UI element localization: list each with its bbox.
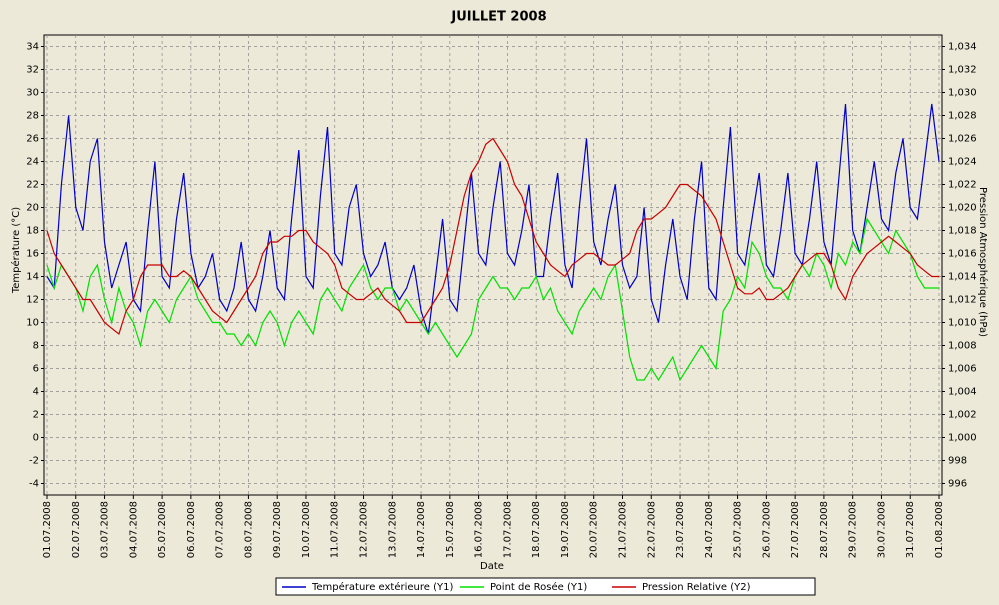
y-tick-label: 16	[26, 249, 39, 260]
x-tick-label: 20.07.2008	[589, 501, 600, 558]
y2-tick-label: 1,006	[948, 364, 977, 375]
x-tick-label: 23.07.2008	[675, 501, 686, 558]
series-line	[46, 217, 939, 382]
x-tick-label: 06.07.2008	[186, 501, 197, 558]
x-tick-label: 01.07.2008	[42, 501, 53, 558]
x-tick-label: 08.07.2008	[243, 501, 254, 558]
x-axis-label: Date	[480, 561, 504, 572]
y-tick-label: 14	[26, 272, 39, 283]
y2-tick-label: 998	[948, 456, 967, 467]
y2-tick-label: 1,014	[948, 272, 977, 283]
y-tick-label: 6	[33, 364, 39, 375]
x-tick-label: 29.07.2008	[848, 501, 859, 558]
y-tick-label: 2	[33, 410, 39, 421]
x-tick-label: 24.07.2008	[704, 501, 715, 558]
x-tick-label: 22.07.2008	[646, 501, 657, 558]
y-tick-label: 26	[26, 134, 39, 145]
y-tick-label: 30	[26, 88, 39, 99]
x-tick-label: 31.07.2008	[905, 501, 916, 558]
x-tick-label: 10.07.2008	[301, 501, 312, 558]
y2-tick-label: 1,034	[948, 42, 977, 53]
y-tick-label: 12	[26, 295, 39, 306]
y2-tick-label: 1,010	[948, 318, 977, 329]
y2-tick-label: 1,022	[948, 180, 977, 191]
y2-tick-label: 1,026	[948, 134, 977, 145]
y-tick-label: 32	[26, 65, 39, 76]
y2-tick-label: 1,030	[948, 88, 977, 99]
y-tick-label: 24	[26, 157, 39, 168]
x-tick-label: 11.07.2008	[330, 501, 341, 558]
x-tick-label: 18.07.2008	[531, 501, 542, 558]
y-tick-label: 4	[33, 387, 39, 398]
x-tick-label: 07.07.2008	[215, 501, 226, 558]
y-tick-label: 8	[33, 341, 39, 352]
y2-tick-label: 1,008	[948, 341, 977, 352]
series-line	[46, 103, 940, 335]
legend-label: Point de Rosée (Y1)	[490, 581, 587, 593]
x-tick-label: 09.07.2008	[272, 501, 283, 558]
y-tick-label: 20	[26, 203, 39, 214]
x-tick-label: 27.07.2008	[790, 501, 801, 558]
x-tick-label: 12.07.2008	[359, 501, 370, 558]
x-tick-label: 03.07.2008	[100, 501, 111, 558]
y-tick-label: 28	[26, 111, 39, 122]
y2-tick-label: 996	[948, 479, 967, 490]
x-tick-label: 15.07.2008	[445, 501, 456, 558]
y2-axis-label: Pression Atmosphérique (hPa)	[977, 187, 989, 337]
y2-tick-label: 1,020	[948, 203, 977, 214]
y2-tick-label: 1,024	[948, 157, 977, 168]
x-tick-label: 01.08.2008	[934, 501, 945, 558]
y-tick-label: 22	[26, 180, 39, 191]
chart-title: JUILLET 2008	[450, 10, 546, 25]
y-tick-label: 10	[26, 318, 39, 329]
x-tick-label: 04.07.2008	[128, 501, 139, 558]
x-tick-label: 17.07.2008	[502, 501, 513, 558]
y-tick-label: 0	[33, 433, 39, 444]
x-tick-label: 30.07.2008	[876, 501, 887, 558]
x-tick-label: 19.07.2008	[560, 501, 571, 558]
x-tick-label: 21.07.2008	[617, 501, 628, 558]
x-tick-label: 28.07.2008	[819, 501, 830, 558]
legend-label: Pression Relative (Y2)	[642, 582, 751, 593]
legend	[275, 577, 816, 596]
x-tick-label: 14.07.2008	[416, 501, 427, 558]
x-tick-label: 26.07.2008	[761, 501, 772, 558]
x-tick-label: 05.07.2008	[157, 501, 168, 558]
x-tick-label: 25.07.2008	[733, 501, 744, 558]
y2-tick-label: 1,016	[948, 249, 977, 260]
x-tick-label: 16.07.2008	[474, 501, 485, 558]
series-line	[46, 137, 939, 336]
y-tick-label: 34	[26, 42, 39, 53]
y-axis-label: Température (°C)	[10, 207, 22, 294]
y-tick-label: -4	[29, 479, 39, 490]
y2-tick-label: 1,018	[948, 226, 977, 237]
y2-tick-label: 1,000	[948, 433, 977, 444]
y-tick-label: 18	[26, 226, 39, 237]
x-tick-label: 13.07.2008	[387, 501, 398, 558]
x-tick-label: 02.07.2008	[71, 501, 82, 558]
y2-tick-label: 1,032	[948, 65, 977, 76]
y-tick-label: -2	[29, 456, 39, 467]
y2-tick-label: 1,012	[948, 295, 977, 306]
y2-tick-label: 1,028	[948, 111, 977, 122]
y2-tick-label: 1,004	[948, 387, 977, 398]
legend-label: Température extérieure (Y1)	[311, 581, 453, 593]
plot-area	[43, 34, 943, 496]
y2-tick-label: 1,002	[948, 410, 977, 421]
